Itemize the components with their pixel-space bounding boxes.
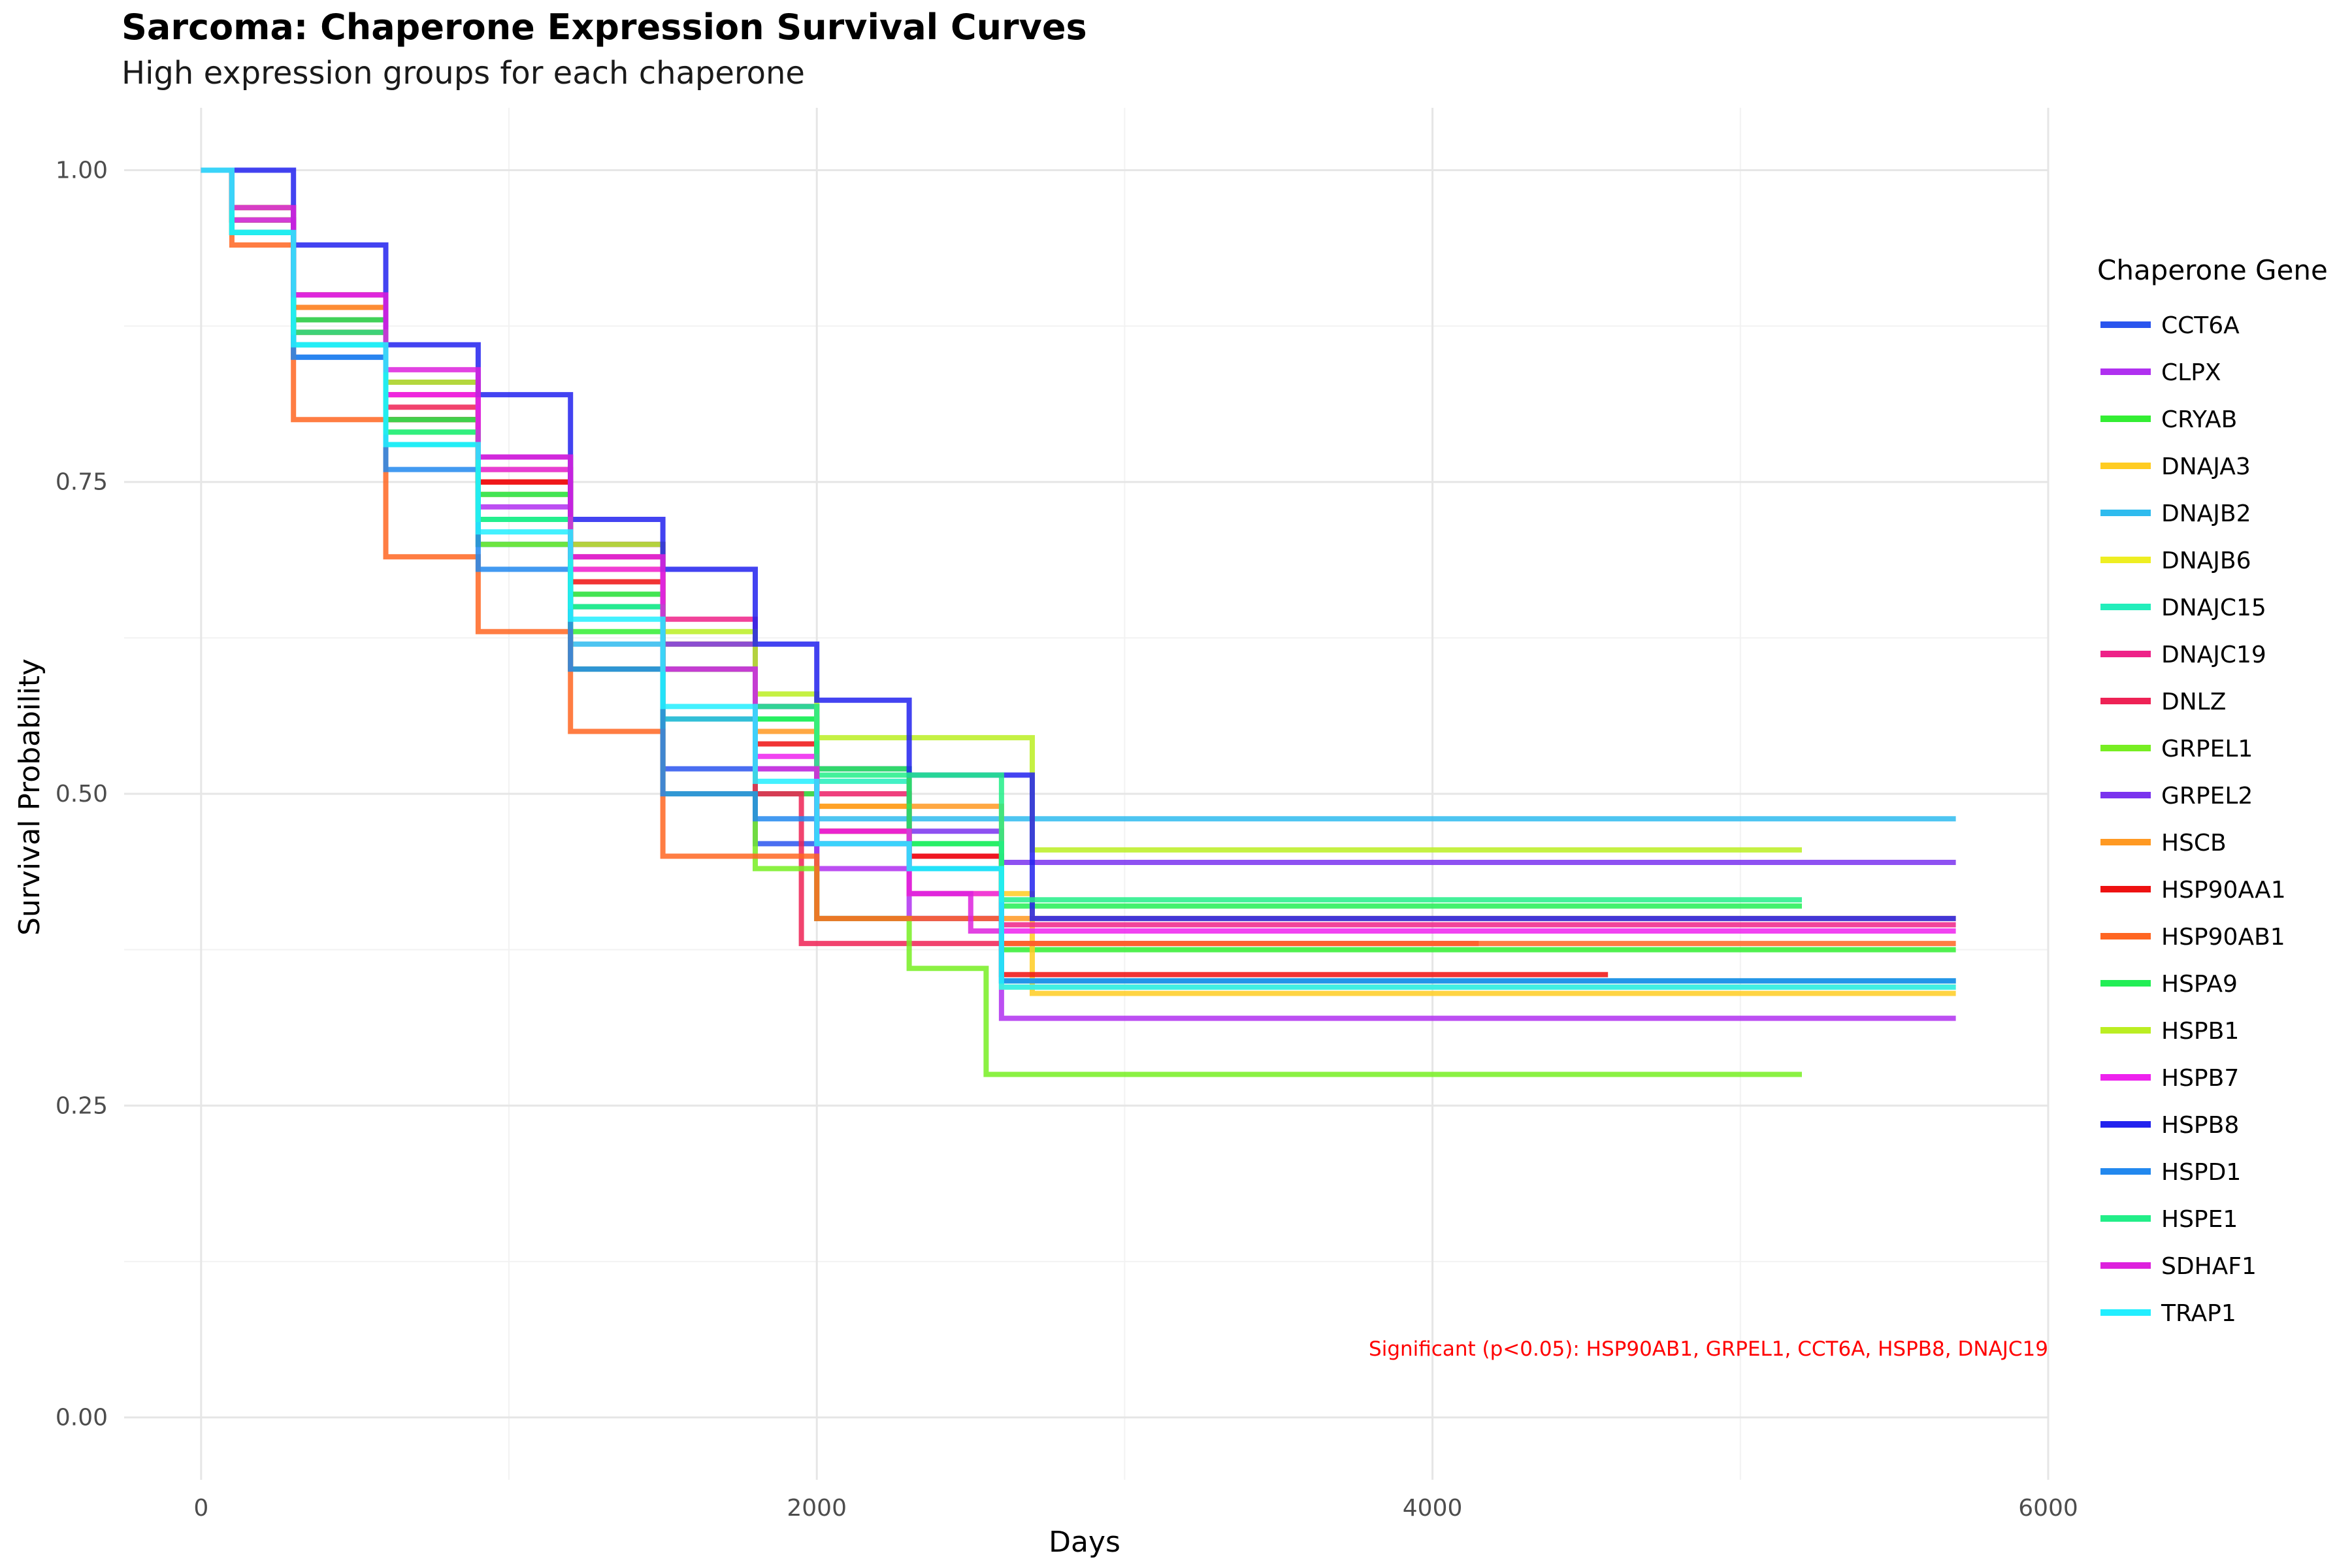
series-line-hscb xyxy=(201,167,1956,921)
series-line-hspb8 xyxy=(201,167,1956,921)
y-tick-label: 0.25 xyxy=(56,1092,108,1119)
legend-label-dnajb2: DNAJB2 xyxy=(2161,500,2251,527)
y-axis-title: Survival Probability xyxy=(13,659,46,936)
legend-label-dnlz: DNLZ xyxy=(2161,689,2226,715)
series-line-trap1 xyxy=(201,167,1956,990)
y-tick-label: 0.50 xyxy=(56,781,108,808)
x-axis-title: Days xyxy=(1049,1526,1120,1559)
legend-label-dnajc19: DNAJC19 xyxy=(2161,642,2266,668)
series-line-dnajb2 xyxy=(201,167,1956,822)
legend-title: Chaperone Gene xyxy=(2097,254,2328,286)
legend-items: CCT6A CLPX CRYAB DNAJA3 DNAJB2 DNAJB6 DNAJC15 D… xyxy=(2100,312,2286,1327)
x-tick-label: 2000 xyxy=(787,1495,847,1522)
series-line-dnajc19 xyxy=(201,167,1956,928)
series-line-hspb1 xyxy=(201,167,1802,853)
x-tick-label: 4000 xyxy=(1403,1495,1463,1522)
y-tick-label: 0.00 xyxy=(56,1405,108,1431)
x-axis-ticks: 0 2000 4000 6000 xyxy=(193,1495,2078,1522)
chart-subtitle: High expression groups for each chaperon… xyxy=(122,55,805,91)
legend-label-cryab: CRYAB xyxy=(2161,406,2237,433)
y-axis-ticks: 0.00 0.25 0.50 0.75 1.00 xyxy=(56,157,108,1431)
y-tick-label: 1.00 xyxy=(56,157,108,184)
legend-label-dnajb6: DNAJB6 xyxy=(2161,547,2251,574)
legend-label-hspb8: HSPB8 xyxy=(2161,1112,2239,1139)
legend-label-hsp90aa1: HSP90AA1 xyxy=(2161,877,2286,904)
grid-layer xyxy=(124,108,2050,1480)
legend-label-cct6a: CCT6A xyxy=(2161,312,2240,339)
series-line-hsp90ab1 xyxy=(201,167,1956,947)
legend-label-trap1: TRAP1 xyxy=(2161,1300,2236,1327)
legend-label-hspb1: HSPB1 xyxy=(2161,1018,2239,1045)
series-layer xyxy=(201,167,1956,1077)
legend-label-clpx: CLPX xyxy=(2161,359,2221,386)
legend-label-dnajc15: DNAJC15 xyxy=(2161,595,2266,621)
x-tick-label: 6000 xyxy=(2018,1495,2078,1522)
series-line-cryab xyxy=(201,167,1956,953)
legend-label-hspb7: HSPB7 xyxy=(2161,1065,2239,1092)
x-tick-label: 0 xyxy=(193,1495,208,1522)
significance-annotation: Significant (p<0.05): HSP90AB1, GRPEL1, … xyxy=(1369,1337,2048,1361)
legend-label-grpel2: GRPEL2 xyxy=(2161,783,2253,809)
legend-label-hscb: HSCB xyxy=(2161,830,2227,857)
series-line-cct6a xyxy=(201,167,1956,984)
legend-label-dnaja3: DNAJA3 xyxy=(2161,453,2251,480)
chart-title: Sarcoma: Chaperone Expression Survival C… xyxy=(122,7,1087,48)
series-line-clpx xyxy=(201,167,1956,1021)
legend-label-sdhaf1: SDHAF1 xyxy=(2161,1253,2257,1280)
y-tick-label: 0.75 xyxy=(56,469,108,496)
series-line-grpel2 xyxy=(201,167,1956,865)
series-line-hspe1 xyxy=(201,167,1802,903)
legend-label-hspe1: HSPE1 xyxy=(2161,1206,2238,1233)
series-line-hspd1 xyxy=(201,167,1956,984)
legend-label-hspa9: HSPA9 xyxy=(2161,971,2238,998)
series-line-dnaja3 xyxy=(201,167,1956,996)
series-line-dnajc15 xyxy=(201,167,1956,984)
legend-label-hspd1: HSPD1 xyxy=(2161,1159,2241,1186)
series-line-hsp90aa1 xyxy=(201,167,1609,977)
legend: Chaperone Gene CCT6A CLPX CRYAB DNAJA3 DNAJB… xyxy=(2097,254,2328,1327)
legend-label-hsp90ab1: HSP90AB1 xyxy=(2161,924,2285,951)
legend-label-grpel1: GRPEL1 xyxy=(2161,736,2253,762)
